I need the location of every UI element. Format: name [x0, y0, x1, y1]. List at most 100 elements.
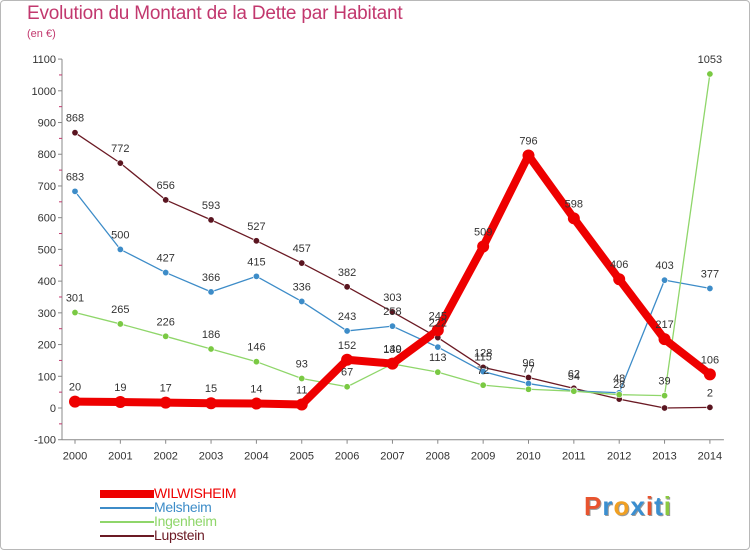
data-label: 527 — [247, 221, 265, 233]
data-point — [295, 398, 308, 411]
data-point — [207, 216, 215, 224]
chart-unit: (en €) — [27, 28, 56, 40]
data-label: 303 — [383, 292, 401, 304]
data-label: 217 — [655, 319, 673, 331]
data-label: 96 — [522, 358, 534, 370]
data-label: 772 — [111, 143, 129, 155]
data-label: 415 — [247, 256, 265, 268]
y-tick-label: -100 — [34, 435, 56, 447]
x-tick-label: 2005 — [290, 451, 314, 463]
data-label: 2 — [707, 387, 713, 399]
y-tick-label: 200 — [38, 340, 56, 352]
data-point — [250, 397, 263, 410]
data-point — [524, 385, 532, 393]
data-label: 48 — [613, 373, 625, 385]
y-tick-label: 500 — [38, 244, 56, 256]
data-point — [343, 327, 351, 335]
data-label: 598 — [565, 198, 583, 210]
x-tick-label: 2004 — [244, 451, 268, 463]
y-tick-label: 100 — [38, 371, 56, 383]
y-tick-label: 300 — [38, 308, 56, 320]
data-label: 115 — [474, 352, 492, 364]
data-point — [522, 149, 535, 162]
data-point — [661, 392, 669, 400]
legend-swatch — [100, 490, 154, 498]
data-point — [116, 245, 124, 253]
data-point — [159, 396, 172, 409]
data-point — [207, 288, 215, 296]
data-point — [706, 70, 714, 78]
data-point — [661, 404, 669, 412]
x-tick-label: 2002 — [153, 451, 177, 463]
line-chart: -100 0 100 200 300 400 500 600 700 800 900 1000 1100… — [32, 54, 724, 463]
data-label: 93 — [296, 359, 308, 371]
axes: -100 0 100 200 300 400 500 600 700 800 900 1000 1100… — [32, 54, 724, 463]
legend-swatch — [100, 521, 154, 523]
x-tick-label: 2007 — [380, 451, 404, 463]
data-label: 336 — [293, 281, 311, 293]
y-tick-label: 600 — [38, 213, 56, 225]
y-tick-label: 400 — [38, 276, 56, 288]
x-tick-label: 2008 — [426, 451, 450, 463]
data-label: 500 — [111, 229, 129, 241]
data-point — [162, 196, 170, 204]
data-label: 67 — [341, 367, 353, 379]
data-point — [252, 272, 260, 280]
data-point — [207, 345, 215, 353]
data-point — [343, 283, 351, 291]
data-point — [162, 332, 170, 340]
data-point — [341, 353, 354, 366]
data-point — [71, 187, 79, 195]
y-tick-label: 1000 — [32, 86, 56, 98]
data-label: 28 — [613, 379, 625, 391]
data-label: 265 — [111, 304, 129, 316]
data-point — [71, 129, 79, 137]
legend-label: WILWISHEIM — [154, 485, 237, 501]
legend-label: Lupstein — [154, 527, 205, 543]
data-label: 377 — [701, 268, 719, 280]
data-point — [69, 395, 81, 408]
data-label: 222 — [429, 318, 447, 330]
data-label: 140 — [383, 344, 401, 356]
data-point — [567, 212, 580, 225]
data-point — [613, 273, 626, 286]
legend-swatch — [100, 535, 154, 537]
data-point — [252, 237, 260, 245]
series-labels: 868 772 656 593 527 457 382 303 222 128 96 62 28 2 683… — [66, 54, 722, 399]
data-label: 139 — [383, 344, 401, 356]
data-label: 54 — [568, 371, 580, 383]
data-point — [205, 397, 218, 410]
legend-swatch — [100, 507, 154, 509]
data-label: 14 — [250, 384, 262, 396]
data-point — [388, 308, 396, 316]
data-label: 11 — [296, 385, 307, 397]
proxiti-logo: Proxiti — [584, 491, 672, 521]
data-label: 15 — [205, 383, 217, 395]
data-label: 406 — [610, 259, 628, 271]
y-tick-label: 900 — [38, 118, 56, 130]
data-label: 113 — [429, 352, 447, 364]
data-point — [434, 368, 442, 376]
y-tick-label: 0 — [50, 403, 56, 415]
data-point — [388, 322, 396, 330]
data-point — [252, 358, 260, 366]
x-tick-label: 2000 — [63, 451, 87, 463]
data-point — [570, 387, 578, 395]
data-point — [114, 395, 127, 408]
legend-label: Melsheim — [154, 499, 212, 515]
x-tick-label: 2013 — [652, 451, 676, 463]
data-point — [298, 297, 306, 305]
data-label: 20 — [69, 382, 81, 394]
data-label: 226 — [157, 316, 175, 328]
data-point — [162, 269, 170, 277]
y-tick-label: 1100 — [32, 54, 56, 66]
data-point — [116, 159, 124, 167]
series-markers — [69, 70, 716, 412]
data-label: 683 — [66, 171, 84, 183]
data-label: 128 — [474, 347, 492, 359]
data-label: 186 — [202, 329, 220, 341]
data-point — [615, 391, 623, 399]
data-label: 243 — [338, 311, 356, 323]
data-point — [298, 375, 306, 383]
data-point — [116, 320, 124, 328]
